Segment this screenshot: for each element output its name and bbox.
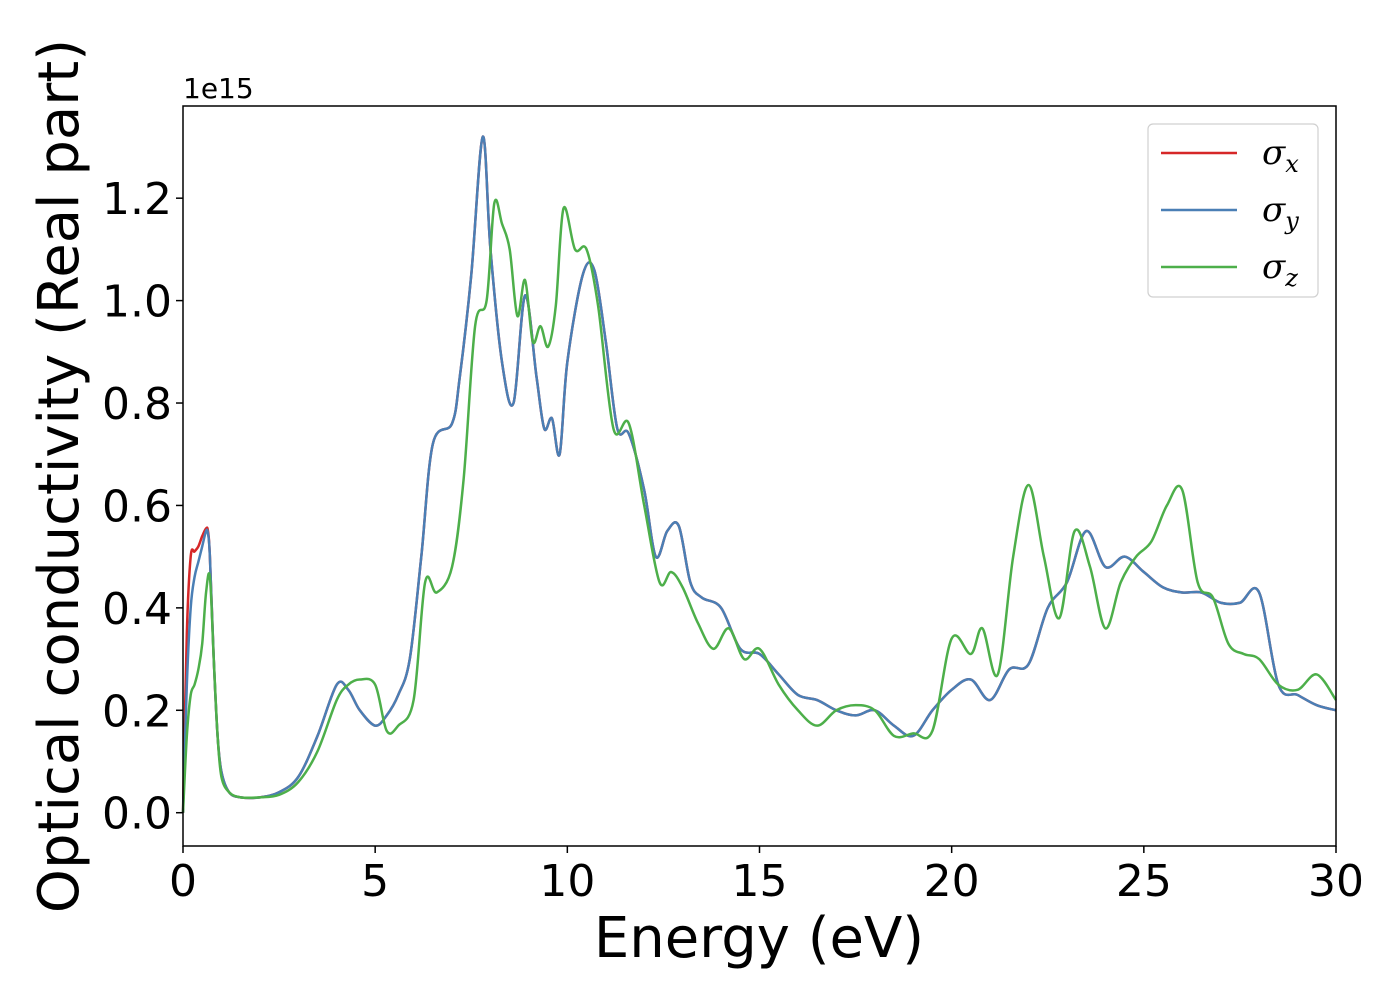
y-tick-label: 0.4 xyxy=(102,584,172,635)
y-axis-title: Optical conductivity (Real part) xyxy=(27,39,92,913)
y-tick-label: 0.6 xyxy=(102,481,172,532)
legend-label-z: σz xyxy=(1262,247,1298,292)
y-tick-label: 0.2 xyxy=(102,686,172,737)
x-tick-label: 10 xyxy=(539,856,595,907)
y-tick-label: 1.2 xyxy=(102,174,172,225)
x-axis: 0 5 10 15 20 25 30 xyxy=(169,846,1364,907)
legend: σx σy σz xyxy=(1147,123,1319,298)
legend-label-y: σy xyxy=(1262,190,1299,235)
x-tick-label: 5 xyxy=(361,856,389,907)
x-tick-label: 20 xyxy=(924,856,980,907)
series-line-z xyxy=(181,198,1338,813)
y-offset-label: 1e15 xyxy=(183,72,254,105)
x-tick-label: 15 xyxy=(732,856,788,907)
x-tick-label: 25 xyxy=(1116,856,1172,907)
y-tick-label: 0.8 xyxy=(102,379,172,430)
y-tick-label: 1.0 xyxy=(102,277,172,328)
y-axis: 0.0 0.2 0.4 0.6 0.8 1.0 1.2 xyxy=(102,174,183,840)
y-tick-label: 0.0 xyxy=(102,789,172,840)
series-lines xyxy=(181,135,1338,813)
x-tick-label: 0 xyxy=(169,856,197,907)
x-axis-title: Energy (eV) xyxy=(594,906,924,971)
legend-label-x: σx xyxy=(1262,133,1299,178)
x-tick-label: 30 xyxy=(1308,856,1364,907)
